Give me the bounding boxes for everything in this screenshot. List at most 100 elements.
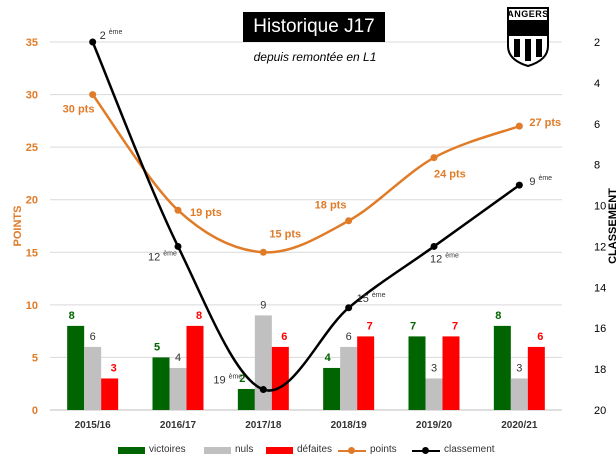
point-marker-classement [89,38,97,46]
logo-text: ANGERS [507,9,549,19]
bar-defaites [527,346,545,410]
bar-defaites [101,378,119,410]
points-data-label: 24 pts [434,169,466,181]
bar-victoires [493,325,511,410]
bar-victoires [237,388,255,410]
point-marker-points [345,217,353,225]
chart-subtitle: depuis remontée en L1 [253,50,377,64]
y-right-tick-label: 12 [594,241,606,253]
y-left-tick-label: 15 [26,247,38,259]
y-left-tick-label: 5 [32,352,38,364]
points-data-label: 15 pts [269,228,301,240]
y-left-tick-label: 20 [26,195,38,207]
y-left-tick-label: 35 [26,37,38,49]
legend-label-classement: classement [444,444,495,455]
bar-nuls [425,378,443,410]
y-right-tick-label: 16 [594,323,606,335]
legend-marker-points [348,447,355,454]
x-tick-label: 2016/17 [160,420,197,431]
y-left-tick-label: 25 [26,142,38,154]
points-data-label: 19 pts [190,207,222,219]
y-left-tick-label: 10 [26,300,38,312]
y-axis-left-label: POINTS [12,205,24,247]
y-right-tick-label: 18 [594,364,606,376]
point-marker-classement [259,386,267,394]
shield-icon [507,7,549,68]
bar-data-label: 4 [175,352,181,364]
legend-label-victoires: victoires [149,444,186,455]
points-data-label: 18 pts [315,200,347,212]
bar-data-label: 8 [196,310,202,322]
classement-data-label: 19 ème [213,374,242,387]
points-data-label: 27 pts [529,117,561,129]
y-right-tick-label: 20 [594,405,606,417]
bar-data-label: 3 [431,362,437,374]
bar-data-label: 6 [346,331,352,343]
bar-defaites [442,336,460,410]
point-marker-classement [174,242,182,250]
x-tick-label: 2018/19 [331,420,368,431]
bar-victoires [67,325,85,410]
y-axis-right-label: CLASSEMENT [607,188,616,264]
y-left-tick-label: 0 [32,405,38,417]
y-right-tick-label: 14 [594,282,606,294]
x-tick-label: 2020/21 [501,420,538,431]
bar-nuls [254,315,272,410]
point-marker-points [259,248,267,256]
classement-data-label: 12 ème [148,250,177,263]
bar-defaites [357,336,375,410]
bar-data-label: 7 [452,320,458,332]
bar-data-label: 8 [69,310,75,322]
x-tick-label: 2019/20 [416,420,453,431]
bar-nuls [340,346,358,410]
point-marker-points [430,154,438,162]
y-right-tick-label: 2 [594,37,600,49]
axis-ticks: 0 5 10 15 20 25 30 35 2 4 6 8 10 12 14 16 18 20 2015/16 201… [26,37,607,431]
bar-data-label: 7 [367,320,373,332]
x-tick-label: 2017/18 [245,420,282,431]
legend-swatch-victoires [118,447,145,454]
club-logo: ANGERS [505,6,551,68]
bar-data-label: 2 [239,373,245,385]
bar-data-label: 7 [410,320,416,332]
bar-victoires [152,357,170,410]
classement-label-suffix: ème [163,250,177,257]
y-right-tick-label: 8 [594,160,600,172]
classement-label-suffix: ème [445,252,459,259]
series-lines [89,38,523,394]
legend-label-defaites: défaites [297,444,333,455]
classement-data-label: 9 ème [529,175,552,188]
classement-data-label: 12 ème [430,252,459,265]
bar-nuls [84,346,102,410]
point-marker-points [174,206,182,214]
point-marker-classement [430,242,438,250]
bar-data-label: 3 [111,362,117,374]
point-marker-points [89,91,97,99]
chart-title: Historique J17 [243,12,385,42]
bar-nuls [510,378,528,410]
points-data-label: 30 pts [63,104,95,116]
gridlines [50,41,562,411]
bar-data-label: 6 [90,331,96,343]
bar-data-label: 4 [325,352,332,364]
classement-data-label: 2 ème [100,29,123,42]
classement-label-suffix: ème [109,29,123,36]
bar-victoires [408,336,426,410]
bar-victoires [323,367,341,410]
y-right-tick-label: 4 [594,78,600,90]
legend-label-nuls: nuls [235,444,254,455]
classement-data-label: 15 ème [357,292,386,305]
bar-data-label: 6 [281,331,287,343]
bar-defaites [186,325,204,410]
classement-label-suffix: ème [538,175,552,182]
classement-label-suffix: ème [372,292,386,299]
y-right-tick-label: 10 [594,201,606,213]
point-marker-classement [345,304,353,312]
x-tick-label: 2015/16 [75,420,112,431]
legend-swatch-nuls [204,447,231,454]
bar-data-label: 6 [537,331,543,343]
classement-label-suffix: ème [229,374,243,381]
bar-nuls [169,367,187,410]
y-left-tick-label: 30 [26,90,38,102]
